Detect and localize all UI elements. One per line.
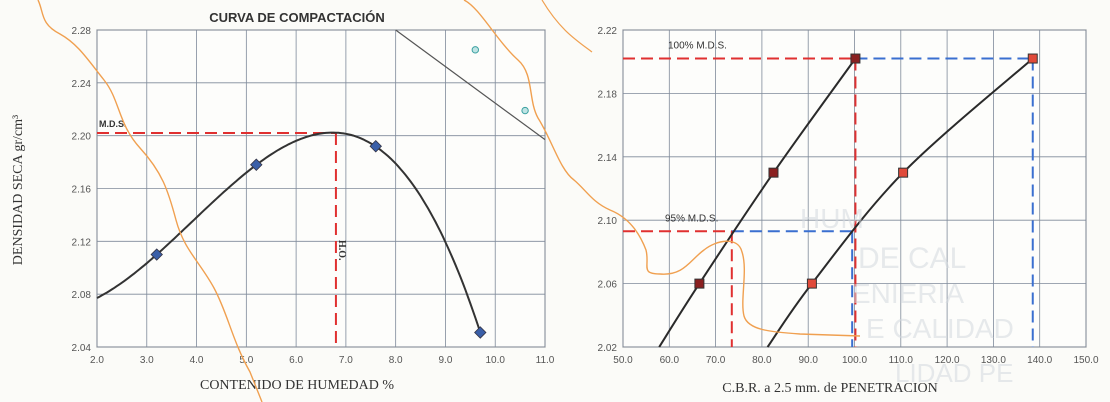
y-tick-label: 2.24 bbox=[72, 79, 92, 90]
watermark-text: ENIERIA bbox=[852, 278, 964, 309]
x-tick-label: 90.0 bbox=[798, 355, 818, 366]
y-tick-label: 2.06 bbox=[598, 280, 618, 291]
label-100-mds: 100% M.D.S. bbox=[668, 41, 727, 52]
x-tick-label: 110.0 bbox=[889, 355, 914, 366]
x-tick-label: 150.0 bbox=[1073, 355, 1098, 366]
x-tick-label: 3.0 bbox=[140, 355, 154, 366]
grid bbox=[96, 29, 546, 348]
x-tick-label: 100.0 bbox=[842, 355, 867, 366]
x-tick-label: 70.0 bbox=[706, 355, 726, 366]
x-tick-label: 120.0 bbox=[935, 355, 960, 366]
watermark-text: E CALIDAD bbox=[866, 313, 1014, 344]
data-point bbox=[369, 140, 382, 153]
watermark-text: DE CAL bbox=[858, 242, 966, 275]
y-axis-label: DENSIDAD SECA gr/cm³ bbox=[11, 115, 26, 265]
x-axis-label: C.B.R. a 2.5 mm. de PENETRACION bbox=[722, 381, 937, 396]
ocw-label: H.O. bbox=[336, 240, 347, 261]
saturation-point bbox=[471, 46, 480, 54]
x-tick-label: 140.0 bbox=[1027, 355, 1052, 366]
cbr-curve bbox=[766, 57, 1034, 348]
cbr-point bbox=[806, 278, 817, 289]
x-tick-label: 6.0 bbox=[289, 355, 303, 366]
cbr-point bbox=[1027, 53, 1038, 64]
chart-title: CURVA DE COMPACTACIÓN bbox=[209, 10, 385, 25]
x-tick-label: 80.0 bbox=[752, 355, 772, 366]
y-tick-label: 2.28 bbox=[72, 26, 92, 37]
watermark-text: LIDAD PE bbox=[895, 358, 1014, 388]
saturation-point bbox=[521, 106, 529, 115]
x-tick-label: 11.0 bbox=[536, 355, 555, 366]
y-tick-label: 2.10 bbox=[598, 216, 618, 227]
x-tick-label: 4.0 bbox=[190, 355, 204, 366]
watermark-text: HUM bbox=[800, 203, 864, 234]
x-tick-label: 5.0 bbox=[239, 355, 253, 366]
y-tick-label: 2.16 bbox=[72, 185, 92, 196]
cbr-point bbox=[768, 167, 779, 178]
label-95-mds: 95% M.D.S. bbox=[665, 213, 718, 224]
plot-area bbox=[622, 29, 1087, 348]
x-tick-label: 60.0 bbox=[660, 355, 680, 366]
y-tick-label: 2.04 bbox=[72, 343, 92, 354]
x-tick-label: 7.0 bbox=[339, 355, 353, 366]
y-tick-label: 2.18 bbox=[598, 89, 618, 100]
y-tick-label: 2.22 bbox=[598, 26, 618, 37]
cbr-point bbox=[850, 53, 861, 64]
y-tick-label: 2.02 bbox=[598, 343, 618, 354]
y-tick-label: 2.20 bbox=[72, 132, 92, 143]
compaction-curve-chart: M.D.S. H.O. 2.0 3.0 4.0 5.0 6.0 7.0 8.0 9.0 10.0 1… bbox=[11, 10, 555, 393]
cbr-point bbox=[898, 167, 909, 178]
annotations: 100% M.D.S. 95% M.D.S. bbox=[623, 41, 1034, 347]
x-tick-label: 10.0 bbox=[485, 355, 505, 366]
x-tick-label: 8.0 bbox=[389, 355, 403, 366]
tick-labels: 50.0 60.0 70.0 80.0 90.0 100.0 110.0 120.0 130.0… bbox=[598, 26, 1099, 366]
x-tick-label: 2.0 bbox=[90, 355, 104, 366]
y-tick-label: 2.14 bbox=[598, 153, 618, 164]
x-tick-label: 9.0 bbox=[438, 355, 452, 366]
grid bbox=[622, 29, 1087, 348]
y-tick-label: 2.08 bbox=[72, 290, 92, 301]
x-tick-label: 50.0 bbox=[613, 355, 633, 366]
cbr-point bbox=[694, 278, 705, 289]
series bbox=[658, 53, 1038, 348]
mds-label: M.D.S. bbox=[99, 119, 127, 129]
y-tick-label: 2.12 bbox=[72, 237, 92, 248]
cbr-curve bbox=[658, 57, 857, 348]
x-axis-label: CONTENIDO DE HUMEDAD % bbox=[200, 378, 394, 393]
x-tick-label: 130.0 bbox=[981, 355, 1006, 366]
